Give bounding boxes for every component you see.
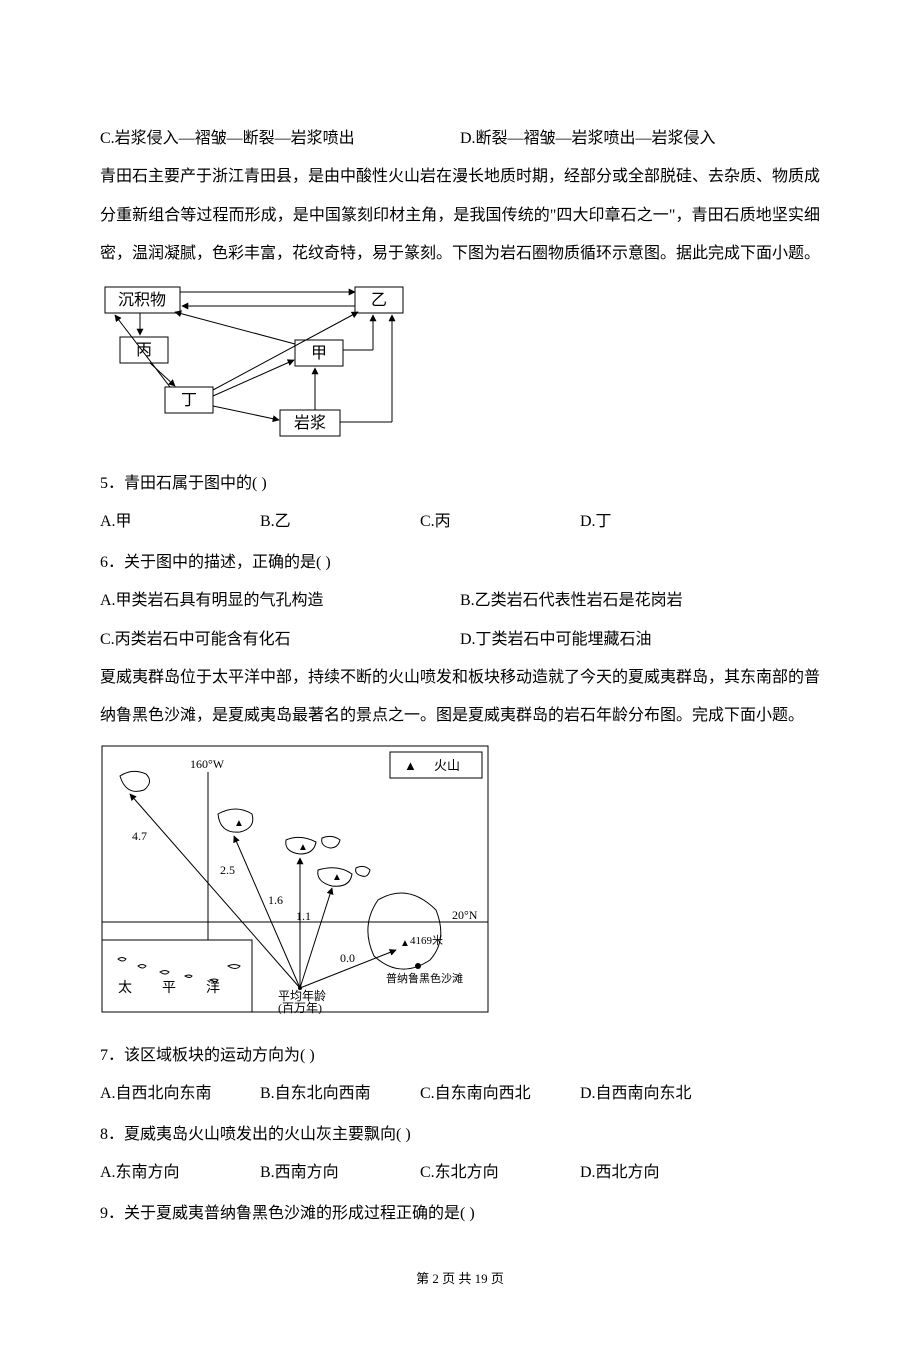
q6-ab: A.甲类岩石具有明显的气孔构造 B.乙类岩石代表性岩石是花岗岩 — [100, 582, 820, 620]
box-yanjiang: 岩浆 — [294, 414, 326, 432]
svg-text:▲: ▲ — [400, 938, 410, 949]
q8-d: D.西北方向 — [580, 1154, 740, 1192]
q6-cd: C.丙类岩石中可能含有化石 D.丁类岩石中可能埋藏石油 — [100, 621, 820, 659]
age-2: 1.6 — [268, 893, 283, 907]
q7-c: C.自东南向西北 — [420, 1075, 580, 1113]
option-row-cd: C.岩浆侵入—褶皱—断裂—岩浆喷出 D.断裂—褶皱—岩浆喷出—岩浆侵入 — [100, 120, 820, 158]
q6-c: C.丙类岩石中可能含有化石 — [100, 621, 460, 659]
q8-c: C.东北方向 — [420, 1154, 580, 1192]
q6-stem: 6．关于图中的描述，正确的是( ) — [100, 544, 820, 582]
question-9: 9．关于夏威夷普纳鲁黑色沙滩的形成过程正确的是( ) — [100, 1195, 820, 1233]
legend-label: 火山 — [434, 758, 460, 773]
rock-cycle-diagram: 沉积物 乙 丙 甲 丁 岩浆 — [100, 282, 820, 457]
q9-stem: 9．关于夏威夷普纳鲁黑色沙滩的形成过程正确的是( ) — [100, 1195, 820, 1233]
q5-c: C.丙 — [420, 503, 580, 541]
age-0: 4.7 — [132, 829, 147, 843]
question-7: 7．该区域板块的运动方向为( ) A.自西北向东南 B.自东北向西南 C.自东南… — [100, 1037, 820, 1114]
q6-d: D.丁类岩石中可能埋藏石油 — [460, 621, 820, 659]
q8-a: A.东南方向 — [100, 1154, 260, 1192]
q6-b: B.乙类岩石代表性岩石是花岗岩 — [460, 582, 820, 620]
q7-a: A.自西北向东南 — [100, 1075, 260, 1113]
q7-options: A.自西北向东南 B.自东北向西南 C.自东南向西北 D.自西南向东北 — [100, 1075, 820, 1113]
lon-label: 160°W — [190, 757, 225, 771]
q7-d: D.自西南向东北 — [580, 1075, 740, 1113]
box-chenji: 沉积物 — [118, 291, 166, 309]
beach-label: 普纳鲁黑色沙滩 — [386, 971, 463, 985]
peak-label: 4169米 — [410, 934, 443, 947]
age-3: 1.1 — [296, 909, 311, 923]
box-jia: 甲 — [311, 345, 327, 362]
lat-label: 20°N — [452, 908, 478, 922]
option-d: D.断裂—褶皱—岩浆喷出—岩浆侵入 — [460, 120, 820, 158]
q7-stem: 7．该区域板块的运动方向为( ) — [100, 1037, 820, 1075]
ocean-label: 太 平 洋 — [118, 980, 228, 996]
box-ding: 丁 — [181, 392, 197, 409]
box-yi: 乙 — [371, 292, 387, 309]
age-4: 0.0 — [340, 951, 355, 965]
legend-symbol: ▲ — [404, 758, 417, 773]
q6-a: A.甲类岩石具有明显的气孔构造 — [100, 582, 460, 620]
q5-d: D.丁 — [580, 503, 740, 541]
q5-options: A.甲 B.乙 C.丙 D.丁 — [100, 503, 820, 541]
q8-b: B.西南方向 — [260, 1154, 420, 1192]
box-bing: 丙 — [136, 342, 152, 359]
q8-options: A.东南方向 B.西南方向 C.东北方向 D.西北方向 — [100, 1154, 820, 1192]
option-c: C.岩浆侵入—褶皱—断裂—岩浆喷出 — [100, 120, 460, 158]
svg-text:▲: ▲ — [332, 872, 342, 883]
question-5: 5．青田石属于图中的( ) A.甲 B.乙 C.丙 D.丁 — [100, 465, 820, 542]
svg-text:▲: ▲ — [234, 818, 244, 829]
age-1: 2.5 — [220, 863, 235, 877]
q7-b: B.自东北向西南 — [260, 1075, 420, 1113]
passage-2: 夏威夷群岛位于太平洋中部，持续不断的火山喷发和板块移动造就了今天的夏威夷群岛，其… — [100, 659, 820, 736]
q8-stem: 8．夏威夷岛火山喷发出的火山灰主要飘向( ) — [100, 1116, 820, 1154]
page-footer: 第 2 页 共 19 页 — [100, 1263, 820, 1294]
question-6: 6．关于图中的描述，正确的是( ) A.甲类岩石具有明显的气孔构造 B.乙类岩石… — [100, 544, 820, 659]
q5-b: B.乙 — [260, 503, 420, 541]
question-8: 8．夏威夷岛火山喷发出的火山灰主要飘向( ) A.东南方向 B.西南方向 C.东… — [100, 1116, 820, 1193]
hawaii-map-diagram: ▲ 火山 160°W 20°N ▲ ▲ ▲ ▲ 4169米 普纳鲁黑色沙滩 — [100, 744, 820, 1029]
q5-stem: 5．青田石属于图中的( ) — [100, 465, 820, 503]
svg-text:▲: ▲ — [298, 842, 308, 853]
passage-1: 青田石主要产于浙江青田县，是由中酸性火山岩在漫长地质时期，经部分或全部脱硅、去杂… — [100, 158, 820, 273]
q5-a: A.甲 — [100, 503, 260, 541]
center-label2: (百万年) — [278, 1001, 322, 1014]
